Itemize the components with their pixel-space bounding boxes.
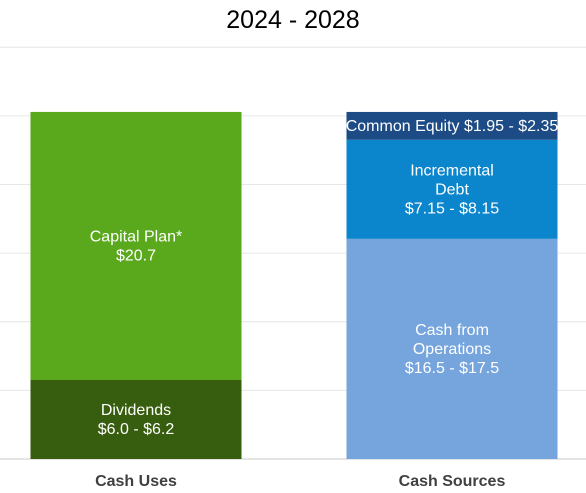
bars: Dividends $6.0 - $6.2 Capital Plan* $20.7 Ca… xyxy=(30,111,559,459)
data-label: Cash from Operations $16.5 - $17.5 xyxy=(405,322,499,377)
bar-segment xyxy=(346,111,558,140)
data-label: Incremental Debt $7.15 - $8.15 xyxy=(405,162,499,217)
data-label: Common Equity $1.95 - $2.35 xyxy=(346,118,559,135)
x-tick-label: Cash Uses xyxy=(95,473,177,490)
category-labels: Cash Uses Cash Sources xyxy=(95,473,505,490)
x-tick-label: Cash Sources xyxy=(399,473,506,490)
bar-segment xyxy=(30,111,242,381)
bar-segment xyxy=(30,380,242,459)
bar-segment xyxy=(346,238,558,459)
chart-title: 2024 - 2028 xyxy=(226,6,360,34)
bar-segment xyxy=(346,139,558,239)
data-label: Capital Plan* $20.7 xyxy=(90,228,183,264)
data-label: Dividends $6.0 - $6.2 xyxy=(98,402,175,438)
